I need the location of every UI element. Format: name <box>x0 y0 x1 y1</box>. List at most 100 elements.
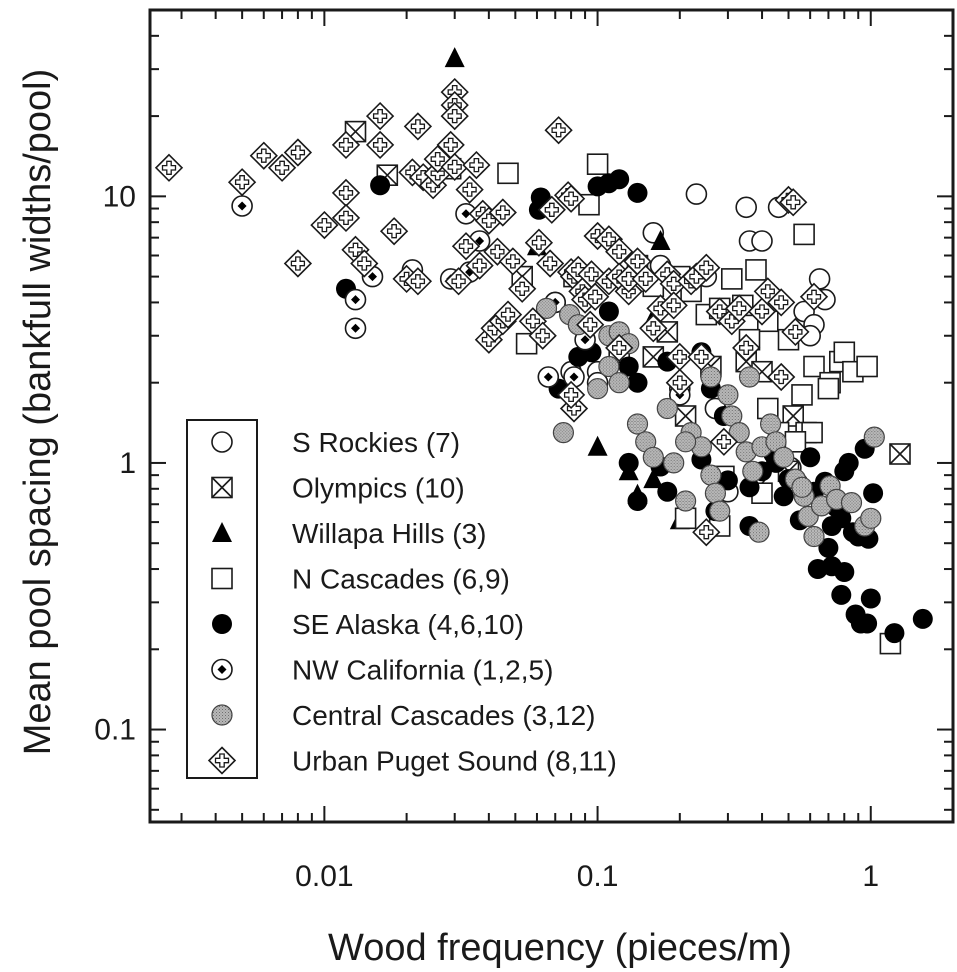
data-point <box>488 198 517 227</box>
data-point <box>627 372 648 393</box>
data-point <box>856 355 878 378</box>
data-point <box>687 342 716 372</box>
data-point <box>732 333 761 363</box>
data-point <box>498 247 528 276</box>
data-point <box>860 588 881 609</box>
data-point <box>535 249 565 278</box>
data-point <box>310 210 339 240</box>
data-point <box>535 297 558 319</box>
data-point <box>817 377 840 400</box>
data-point <box>497 162 519 185</box>
data-point <box>674 431 697 453</box>
data-point <box>800 447 821 468</box>
data-point <box>831 584 852 605</box>
data-point <box>605 333 634 363</box>
data-point <box>748 521 770 543</box>
data-point <box>403 267 433 296</box>
data-point <box>700 366 722 388</box>
data-point <box>650 230 671 250</box>
y-axis-title: Mean pool spacing (bankfull widths/pool) <box>17 69 59 756</box>
data-point <box>598 301 619 322</box>
data-point <box>370 175 391 196</box>
data-point <box>807 559 828 579</box>
data-point <box>455 175 484 204</box>
y-tick-label: 0.1 <box>94 714 136 747</box>
legend-marker <box>211 658 233 681</box>
data-point <box>759 413 782 435</box>
y-tick-label: 1 <box>119 447 136 480</box>
data-point <box>728 422 750 444</box>
data-point <box>508 274 537 303</box>
data-point <box>782 405 805 427</box>
data-point <box>626 413 649 435</box>
data-point <box>344 317 367 340</box>
legend-marker <box>211 431 233 453</box>
legend-marker <box>211 704 233 726</box>
data-point <box>283 138 313 167</box>
data-point <box>642 446 664 468</box>
x-tick-label: 1 <box>862 860 879 893</box>
data-point <box>556 184 586 213</box>
legend-marker <box>212 614 232 634</box>
data-point <box>831 508 852 529</box>
tick-labels: 0.01 0.1 1 0.1 1 10 <box>94 180 879 893</box>
data-point <box>451 232 481 261</box>
data-point <box>556 380 586 410</box>
data-point <box>608 372 630 394</box>
data-point <box>665 368 694 397</box>
data-point <box>773 486 794 507</box>
data-point <box>528 321 557 350</box>
data-point <box>627 491 648 511</box>
data-point <box>403 112 433 141</box>
data-point <box>742 460 764 482</box>
data-point <box>552 422 575 444</box>
legend: S Rockies (7) Olympics (10) Willapa Hills … <box>186 419 617 779</box>
data-point <box>524 228 554 257</box>
data-point <box>685 183 708 205</box>
data-point <box>767 362 796 392</box>
data-point <box>840 492 863 514</box>
data-point <box>609 169 630 190</box>
data-point <box>627 182 648 203</box>
legend-label: N Cascades (6,9) <box>292 564 510 595</box>
data-point <box>365 130 395 160</box>
data-point <box>747 297 777 326</box>
axis-ticks <box>150 9 954 822</box>
data-point <box>692 518 721 547</box>
data-point <box>773 446 795 468</box>
x-tick-label: 0.1 <box>577 860 619 893</box>
data-point <box>860 507 882 529</box>
data-point <box>704 482 727 504</box>
data-point <box>663 452 685 474</box>
data-point <box>618 452 639 473</box>
data-point <box>803 355 825 378</box>
data-point <box>799 282 829 311</box>
data-point <box>739 477 760 498</box>
data-point <box>537 195 566 224</box>
data-point <box>781 317 810 347</box>
data-point <box>455 203 477 225</box>
legend-marker <box>211 567 233 590</box>
y-tick-label: 10 <box>103 180 136 213</box>
data-point <box>537 366 560 388</box>
data-point <box>465 251 494 280</box>
legend-marker <box>211 476 233 499</box>
data-point <box>791 476 813 498</box>
data-point <box>618 356 639 377</box>
legend-label: Olympics (10) <box>292 473 465 504</box>
data-point <box>793 223 815 246</box>
data-point <box>751 230 773 252</box>
data-point <box>692 253 721 282</box>
data-point <box>643 468 664 489</box>
data-point <box>331 203 361 233</box>
data-point <box>581 282 610 311</box>
data-point <box>587 435 608 456</box>
data-point <box>818 537 839 558</box>
data-point <box>709 500 731 522</box>
data-point <box>889 443 911 465</box>
data-point <box>912 608 933 629</box>
data-point <box>249 141 278 170</box>
data-point <box>659 291 688 320</box>
data-point <box>462 150 491 180</box>
